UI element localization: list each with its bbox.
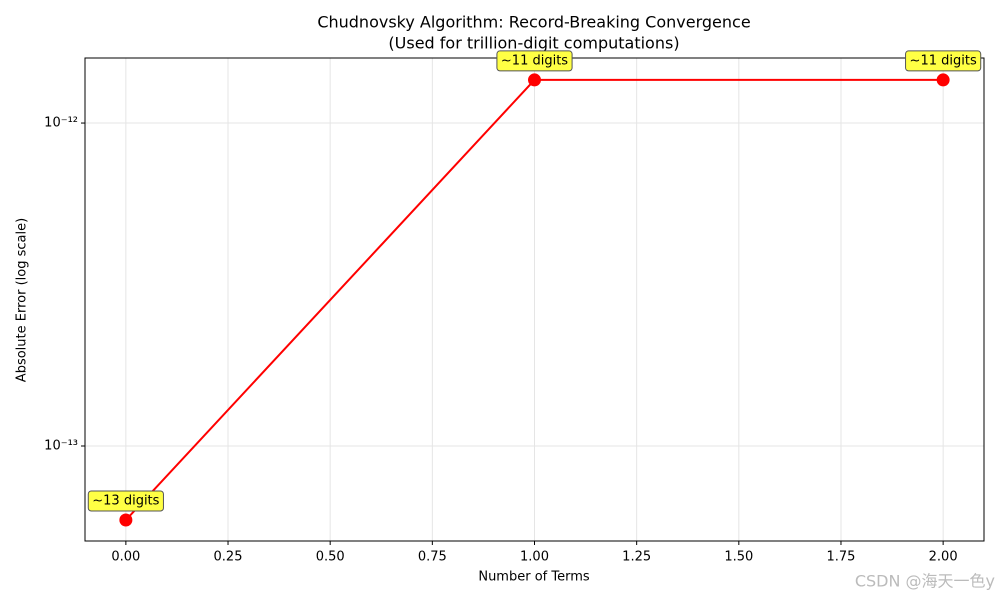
chart-subtitle: (Used for trillion-digit computations)	[388, 34, 679, 53]
point	[119, 513, 133, 527]
data-label: ~11 digits	[501, 53, 568, 68]
watermark: CSDN @海天一色y	[855, 572, 995, 591]
point	[936, 73, 950, 87]
x-tick-label: 0.25	[214, 550, 243, 565]
x-axis-label: Number of Terms	[478, 570, 590, 585]
x-tick-label: 1.75	[827, 550, 856, 565]
x-tick-label: 0.75	[418, 550, 447, 565]
y-tick-label: 10⁻¹²	[44, 116, 78, 131]
x-tick-label: 1.25	[622, 550, 651, 565]
chart-title: Chudnovsky Algorithm: Record-Breaking Co…	[317, 13, 750, 32]
data-label-box	[87, 490, 164, 512]
data-label-box	[496, 50, 573, 72]
data-label-box	[905, 50, 982, 72]
x-tick-label: 2.00	[929, 550, 958, 565]
x-tick-label: 1.00	[520, 550, 549, 565]
point	[528, 73, 541, 87]
y-axis-label: Absolute Error (log scale)	[15, 218, 30, 382]
y-tick-label: 10⁻¹³	[44, 439, 78, 454]
x-tick-label: 0.50	[316, 550, 345, 565]
x-tick-label: 1.50	[724, 550, 753, 565]
data-label: ~13 digits	[92, 494, 159, 509]
x-tick-label: 0.00	[111, 550, 140, 565]
data-label: ~11 digits	[910, 53, 977, 68]
